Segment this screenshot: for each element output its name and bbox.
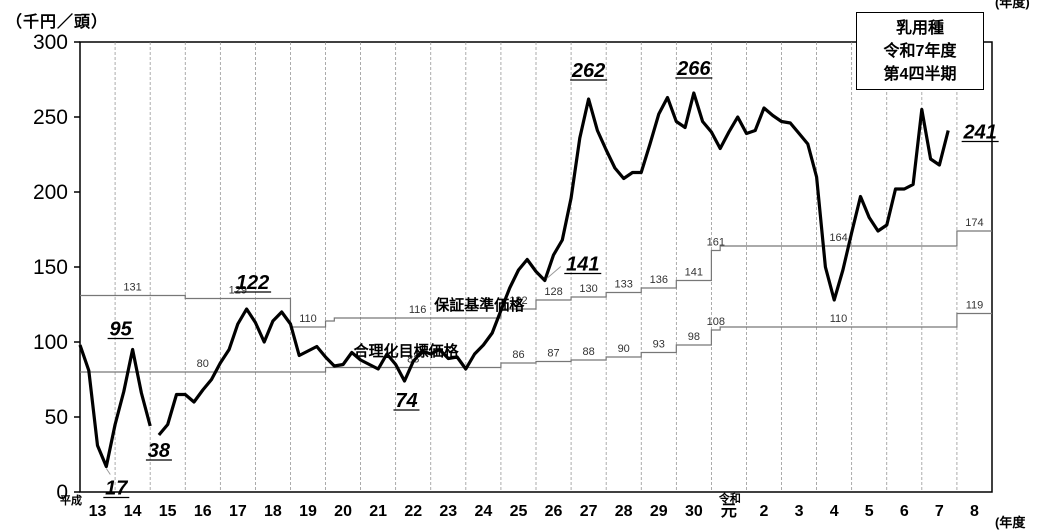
target-price-name: 合理化目標価格 [353,342,460,360]
x-tick-label: 7 [935,503,944,520]
target-price-value-label: 90 [618,343,630,355]
annotation-label: 241 [962,122,996,144]
annotation-label: 38 [148,440,171,462]
x-tick-label: 16 [194,503,212,520]
x-tick-label: 26 [545,503,563,520]
x-tick-label: 2 [760,503,769,520]
annotation-label: 262 [571,60,605,82]
x-tick-label: 17 [229,503,247,520]
x-tick-label: 5 [865,503,874,520]
x-tick-label: 6 [900,503,909,520]
guaranteed-price-value-label: 131 [123,282,141,294]
annotation-label: 17 [105,478,128,500]
title-line-2: 令和7年度 [857,40,983,63]
x-tick-label: 28 [615,503,633,520]
x-tick-label: 3 [795,503,804,520]
era-label-heisei: 平成 [60,493,82,507]
guaranteed-price-value-label: 128 [544,286,562,298]
x-tick-label: 30 [685,503,703,520]
x-tick-label: 8 [970,503,979,520]
target-price-value-label: 80 [197,358,209,370]
era-label-reiwa: 令和 [718,491,741,505]
x-tick-label: 21 [369,503,387,520]
target-price-value-label: 110 [830,313,848,325]
target-price-value-label: 98 [688,331,700,343]
target-price-value-label: 86 [512,349,524,361]
target-price-value-label: 88 [582,346,594,358]
guaranteed-price-value-label: 130 [579,283,597,295]
x-tick-label: 23 [439,503,457,520]
x-tick-label: 4 [830,503,839,520]
x-tick-label: 20 [334,503,352,520]
x-tick-label: 15 [159,503,177,520]
x-axis-unit: (年度 [995,512,1025,531]
title-box: 乳用種 令和7年度 第4四半期 [856,12,984,90]
guaranteed-price-value-label: 141 [685,267,703,279]
x-tick-label: 元 [721,503,737,520]
x-tick-label: 22 [404,503,422,520]
y-tick-label: 300 [33,31,68,54]
x-tick-label: 29 [650,503,668,520]
y-tick-label: 200 [33,181,68,204]
x-tick-label: 18 [264,503,282,520]
annotation-label: 95 [109,319,132,341]
guaranteed-price-value-label: 116 [409,304,427,316]
x-tick-label: 14 [124,503,142,520]
x-axis-unit-top: (年度) [995,0,1030,11]
x-tick-label: 19 [299,503,317,520]
guaranteed-price-value-label: 174 [965,217,983,229]
x-tick-label: 27 [580,503,598,520]
guaranteed-price-value-label: 136 [650,274,668,286]
guaranteed-price-value-label: 161 [707,237,725,249]
target-price-value-label: 93 [653,339,665,351]
y-tick-label: 150 [33,256,68,279]
guaranteed-price-value-label: 110 [299,313,317,325]
x-tick-label: 24 [474,503,492,520]
guaranteed-price-value-label: 164 [829,232,847,244]
title-line-1: 乳用種 [857,17,983,40]
annotation-label: 74 [395,390,417,412]
guaranteed-price-name: 保証基準価格 [433,296,525,314]
title-line-3: 第4四半期 [857,63,983,86]
annotation-label: 266 [676,58,711,80]
y-tick-label: 50 [45,406,68,429]
guaranteed-price-value-label: 133 [615,279,633,291]
x-tick-label: 25 [510,503,528,520]
x-tick-label: 13 [89,503,107,520]
annotation-label: 141 [566,254,599,276]
annotation-label: 122 [236,272,269,294]
target-price-value-label: 119 [966,300,984,312]
y-axis-unit: （千円／頭） [6,8,108,32]
y-tick-label: 250 [33,106,68,129]
target-price-value-label: 87 [547,348,559,360]
y-tick-label: 100 [33,331,68,354]
target-price-value-label: 108 [707,316,725,328]
